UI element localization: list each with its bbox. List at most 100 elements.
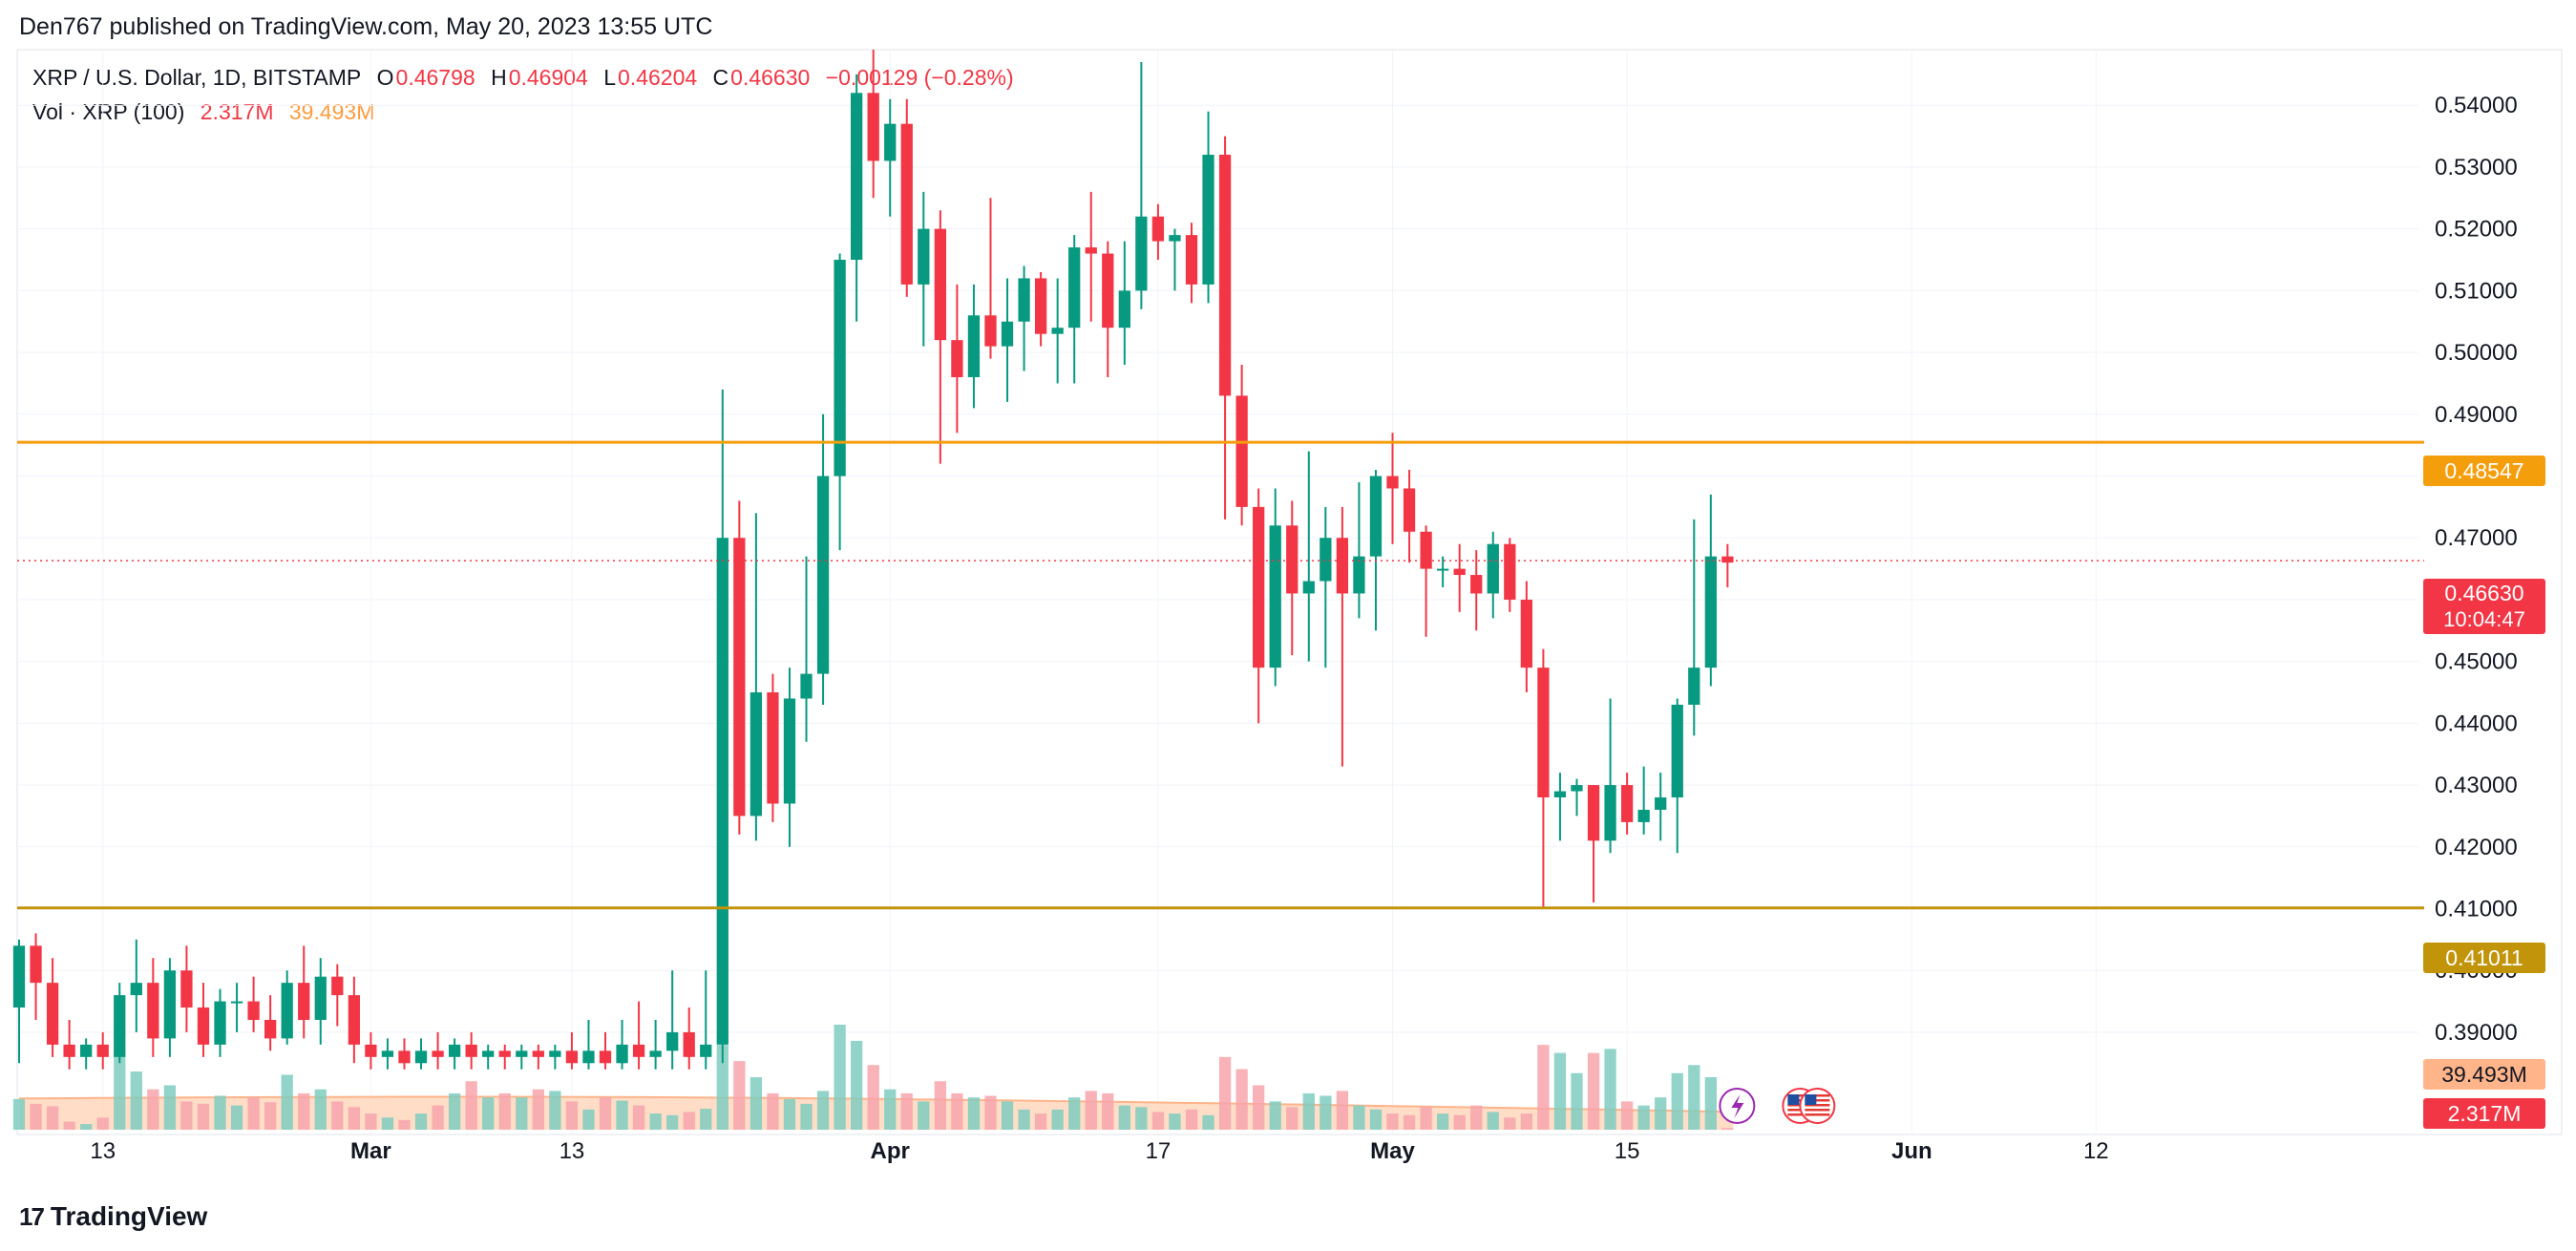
volume-bar xyxy=(918,1101,930,1130)
volume-bar xyxy=(498,1092,511,1130)
volume-bar xyxy=(465,1081,477,1130)
volume-tag: 2.317M xyxy=(2423,1098,2545,1129)
volume-bar xyxy=(1202,1114,1214,1130)
candle-body xyxy=(1085,247,1097,254)
candle-body xyxy=(900,123,913,285)
volume-bar xyxy=(582,1109,595,1130)
candle-body xyxy=(816,476,830,674)
candle-body xyxy=(147,983,159,1039)
volume-bar xyxy=(783,1098,796,1130)
candle-body xyxy=(1018,278,1030,322)
volume-bar xyxy=(565,1101,579,1130)
candle-body xyxy=(1537,668,1550,798)
candle-body xyxy=(918,228,930,285)
x-tick-label: 13 xyxy=(90,1138,116,1164)
candle-body xyxy=(1118,290,1130,329)
candle-body xyxy=(1185,235,1198,285)
volume-bar xyxy=(482,1097,495,1130)
candle-body xyxy=(247,1001,260,1020)
volume-bar xyxy=(1470,1105,1483,1130)
volume-bar xyxy=(884,1089,897,1130)
volume-bar xyxy=(1336,1091,1349,1130)
legend-symbol[interactable]: XRP / U.S. Dollar, 1D, BITSTAMP xyxy=(32,65,362,90)
volume-bar xyxy=(700,1109,712,1130)
candle-body xyxy=(1253,506,1265,668)
volume-bar xyxy=(1453,1114,1466,1130)
support-price-tag: 0.41011 xyxy=(2423,943,2545,973)
y-tick-label: 0.53000 xyxy=(2435,155,2518,180)
candle-body xyxy=(114,995,126,1057)
volume-bar xyxy=(984,1095,997,1130)
volume-bar xyxy=(750,1077,763,1130)
legend-low: 0.46204 xyxy=(618,65,698,90)
volume-bar xyxy=(1218,1056,1232,1130)
volume-bar xyxy=(414,1113,428,1130)
volume-bar xyxy=(649,1113,662,1130)
candle-body xyxy=(1151,216,1165,242)
volume-legend-ma: 39.493M xyxy=(288,99,375,124)
x-tick-label: Apr xyxy=(871,1138,910,1164)
candle-body xyxy=(63,1044,75,1057)
candle-body xyxy=(834,260,846,477)
candle-body xyxy=(1286,525,1299,594)
candle-body xyxy=(214,1001,226,1045)
candle-body xyxy=(1202,155,1214,285)
volume-bar xyxy=(1537,1045,1550,1130)
legend-open: 0.46798 xyxy=(395,65,475,90)
candle-body xyxy=(1620,785,1634,822)
volume-bar xyxy=(163,1085,177,1130)
candle-body xyxy=(967,315,981,377)
candle-body xyxy=(482,1050,495,1057)
volume-bar xyxy=(1504,1117,1516,1130)
volume-bar xyxy=(1034,1113,1047,1130)
candle-body xyxy=(1302,581,1315,594)
candle-body xyxy=(30,945,42,984)
candle-body xyxy=(414,1050,428,1064)
volume-bar xyxy=(1655,1097,1667,1130)
volume-bar xyxy=(767,1092,779,1130)
candle-body xyxy=(582,1050,595,1064)
candle-body xyxy=(1470,575,1483,594)
y-tick-label: 0.43000 xyxy=(2435,773,2518,798)
volume-legend-label[interactable]: Vol · XRP (100) xyxy=(32,99,185,124)
y-tick-label: 0.42000 xyxy=(2435,835,2518,860)
volume-bar xyxy=(1051,1109,1064,1130)
x-tick-label: 12 xyxy=(2083,1138,2109,1164)
y-tick-label: 0.52000 xyxy=(2435,217,2518,243)
candle-body xyxy=(197,1007,210,1045)
volume-bar xyxy=(1637,1105,1650,1130)
candle-body xyxy=(1269,525,1281,668)
candle-body xyxy=(1001,321,1014,347)
candle-body xyxy=(516,1050,528,1057)
chart-frame xyxy=(16,49,2563,1135)
candle-body xyxy=(1169,235,1181,242)
candle-body xyxy=(1587,785,1600,841)
tradingview-logo[interactable]: 17 TradingView xyxy=(19,1201,207,1232)
candle-body xyxy=(616,1044,628,1064)
volume-bar xyxy=(314,1089,327,1130)
volume-ma-tag: 39.493M xyxy=(2423,1059,2545,1090)
candle-body xyxy=(783,698,796,804)
candle-body xyxy=(1034,278,1047,334)
volume-bar xyxy=(1102,1092,1114,1130)
candle-body xyxy=(365,1044,377,1057)
y-tick-label: 0.39000 xyxy=(2435,1020,2518,1046)
volume-bar xyxy=(666,1114,679,1130)
candle-body xyxy=(12,945,26,1008)
volume-bar xyxy=(432,1105,444,1130)
volume-bar xyxy=(1235,1069,1248,1130)
y-tick-label: 0.49000 xyxy=(2435,402,2518,428)
volume-bar xyxy=(1487,1112,1499,1130)
y-tick-label: 0.44000 xyxy=(2435,710,2518,736)
candle-body xyxy=(1320,538,1332,582)
resistance-price-tag: 0.48547 xyxy=(2423,456,2545,486)
x-tick-label: 13 xyxy=(560,1138,585,1164)
volume-bar xyxy=(398,1119,411,1130)
last-price-value: 0.46630 xyxy=(2444,581,2524,605)
volume-bar xyxy=(80,1124,93,1130)
volume-bar xyxy=(114,1052,126,1130)
volume-bar xyxy=(230,1105,243,1130)
volume-bar xyxy=(1253,1085,1265,1130)
volume-bar xyxy=(1671,1072,1683,1130)
